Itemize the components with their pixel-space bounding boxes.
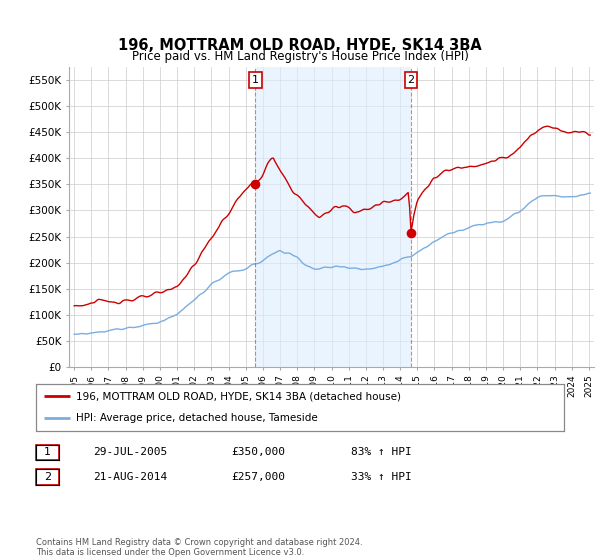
Text: HPI: Average price, detached house, Tameside: HPI: Average price, detached house, Tame…: [76, 413, 317, 423]
Text: Price paid vs. HM Land Registry's House Price Index (HPI): Price paid vs. HM Land Registry's House …: [131, 50, 469, 63]
Text: 21-AUG-2014: 21-AUG-2014: [93, 472, 167, 482]
Text: 196, MOTTRAM OLD ROAD, HYDE, SK14 3BA (detached house): 196, MOTTRAM OLD ROAD, HYDE, SK14 3BA (d…: [76, 391, 401, 402]
Text: £257,000: £257,000: [231, 472, 285, 482]
Text: 2: 2: [44, 472, 51, 482]
Text: Contains HM Land Registry data © Crown copyright and database right 2024.
This d: Contains HM Land Registry data © Crown c…: [36, 538, 362, 557]
Text: 2: 2: [407, 75, 415, 85]
Text: 196, MOTTRAM OLD ROAD, HYDE, SK14 3BA: 196, MOTTRAM OLD ROAD, HYDE, SK14 3BA: [118, 38, 482, 53]
Text: 33% ↑ HPI: 33% ↑ HPI: [351, 472, 412, 482]
Text: 29-JUL-2005: 29-JUL-2005: [93, 447, 167, 458]
Text: £350,000: £350,000: [231, 447, 285, 458]
Text: 83% ↑ HPI: 83% ↑ HPI: [351, 447, 412, 458]
Text: 1: 1: [44, 447, 51, 458]
Bar: [256, 67, 411, 367]
Text: 1: 1: [252, 75, 259, 85]
